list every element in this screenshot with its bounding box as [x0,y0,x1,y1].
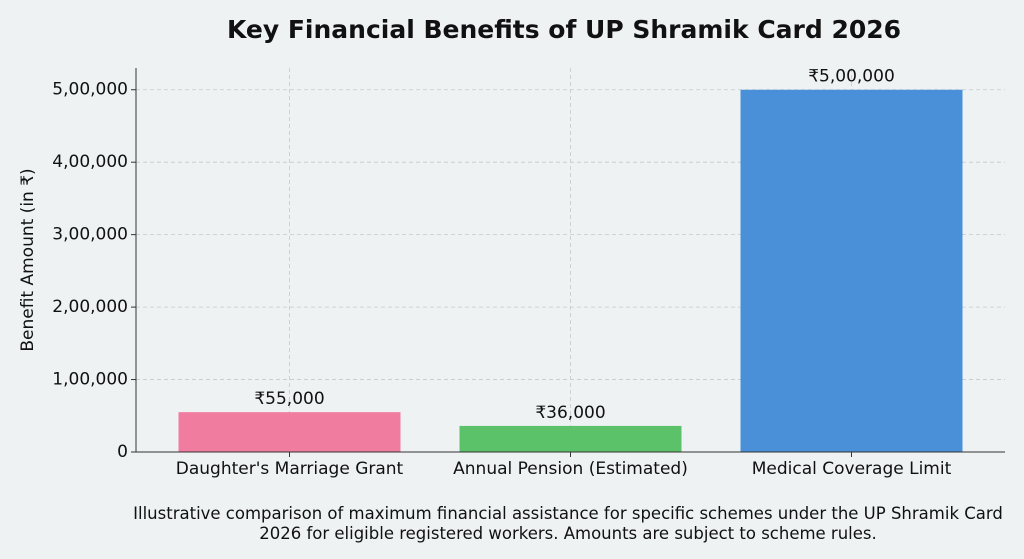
caption: Illustrative comparison of maximum finan… [133,504,1003,543]
y-tick-label: 3,00,000 [52,225,128,245]
y-tick-label: 0 [117,442,128,462]
bar [459,425,682,452]
bar [178,412,401,452]
chart: Key Financial Benefits of UP Shramik Car… [18,15,1005,479]
x-tick-label: Annual Pension (Estimated) [453,459,688,479]
x-tick-label: Daughter's Marriage Grant [176,459,404,479]
y-tick-label: 2,00,000 [52,297,128,317]
y-tick-label: 5,00,000 [52,80,128,100]
y-tick-label: 1,00,000 [52,370,128,390]
value-label: ₹55,000 [254,389,324,409]
y-tick-label: 4,00,000 [52,152,128,172]
value-label: ₹5,00,000 [808,67,895,87]
chart-title: Key Financial Benefits of UP Shramik Car… [227,15,901,44]
x-tick-label: Medical Coverage Limit [752,459,952,479]
value-label: ₹36,000 [535,403,605,423]
y-axis-label: Benefit Amount (in ₹) [18,168,38,351]
bar [740,89,963,453]
